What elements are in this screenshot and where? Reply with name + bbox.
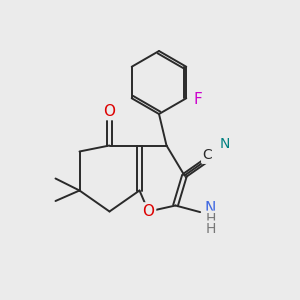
- Text: C: C: [203, 148, 212, 162]
- Text: O: O: [142, 204, 154, 219]
- Text: N: N: [205, 201, 216, 216]
- Text: O: O: [103, 103, 116, 118]
- Text: F: F: [193, 92, 202, 107]
- Text: H: H: [206, 212, 216, 226]
- Text: H: H: [206, 222, 216, 236]
- Text: N: N: [220, 137, 230, 151]
